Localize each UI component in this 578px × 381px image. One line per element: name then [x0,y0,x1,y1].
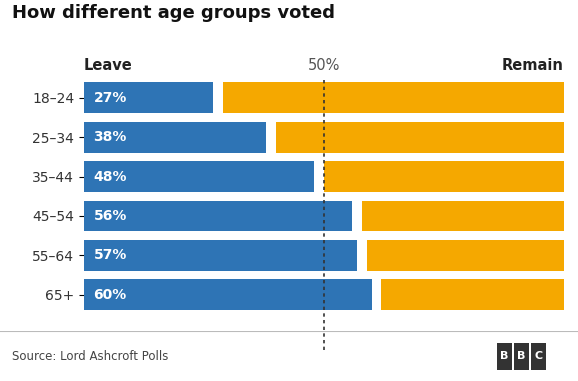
Bar [84,279,372,310]
Text: How different age groups voted: How different age groups voted [12,4,335,22]
Bar [362,200,564,231]
FancyBboxPatch shape [497,343,512,370]
Text: 48%: 48% [94,170,127,184]
Text: 60%: 60% [94,288,127,302]
Bar [223,82,564,113]
Text: 73%: 73% [528,91,561,105]
Text: Leave: Leave [84,58,132,74]
Text: 40%: 40% [528,288,561,302]
FancyBboxPatch shape [514,343,529,370]
Bar [84,240,357,271]
Bar [276,122,564,152]
Bar [84,82,213,113]
Text: 38%: 38% [94,130,127,144]
Bar [84,200,353,231]
Text: B: B [500,351,508,361]
Text: 50%: 50% [307,58,340,74]
Text: 44%: 44% [528,209,561,223]
Text: 43%: 43% [528,248,561,262]
Bar [324,161,564,192]
Text: 56%: 56% [94,209,127,223]
Bar [84,161,314,192]
Text: 52%: 52% [528,170,561,184]
Text: B: B [517,351,525,361]
Text: Source: Lord Ashcroft Polls: Source: Lord Ashcroft Polls [12,350,168,363]
Text: 57%: 57% [94,248,127,262]
Text: 62%: 62% [528,130,561,144]
Bar [84,122,266,152]
FancyBboxPatch shape [531,343,546,370]
Bar [381,279,564,310]
Text: 27%: 27% [94,91,127,105]
Bar [367,240,564,271]
Text: Remain: Remain [502,58,564,74]
Text: C: C [535,351,543,361]
